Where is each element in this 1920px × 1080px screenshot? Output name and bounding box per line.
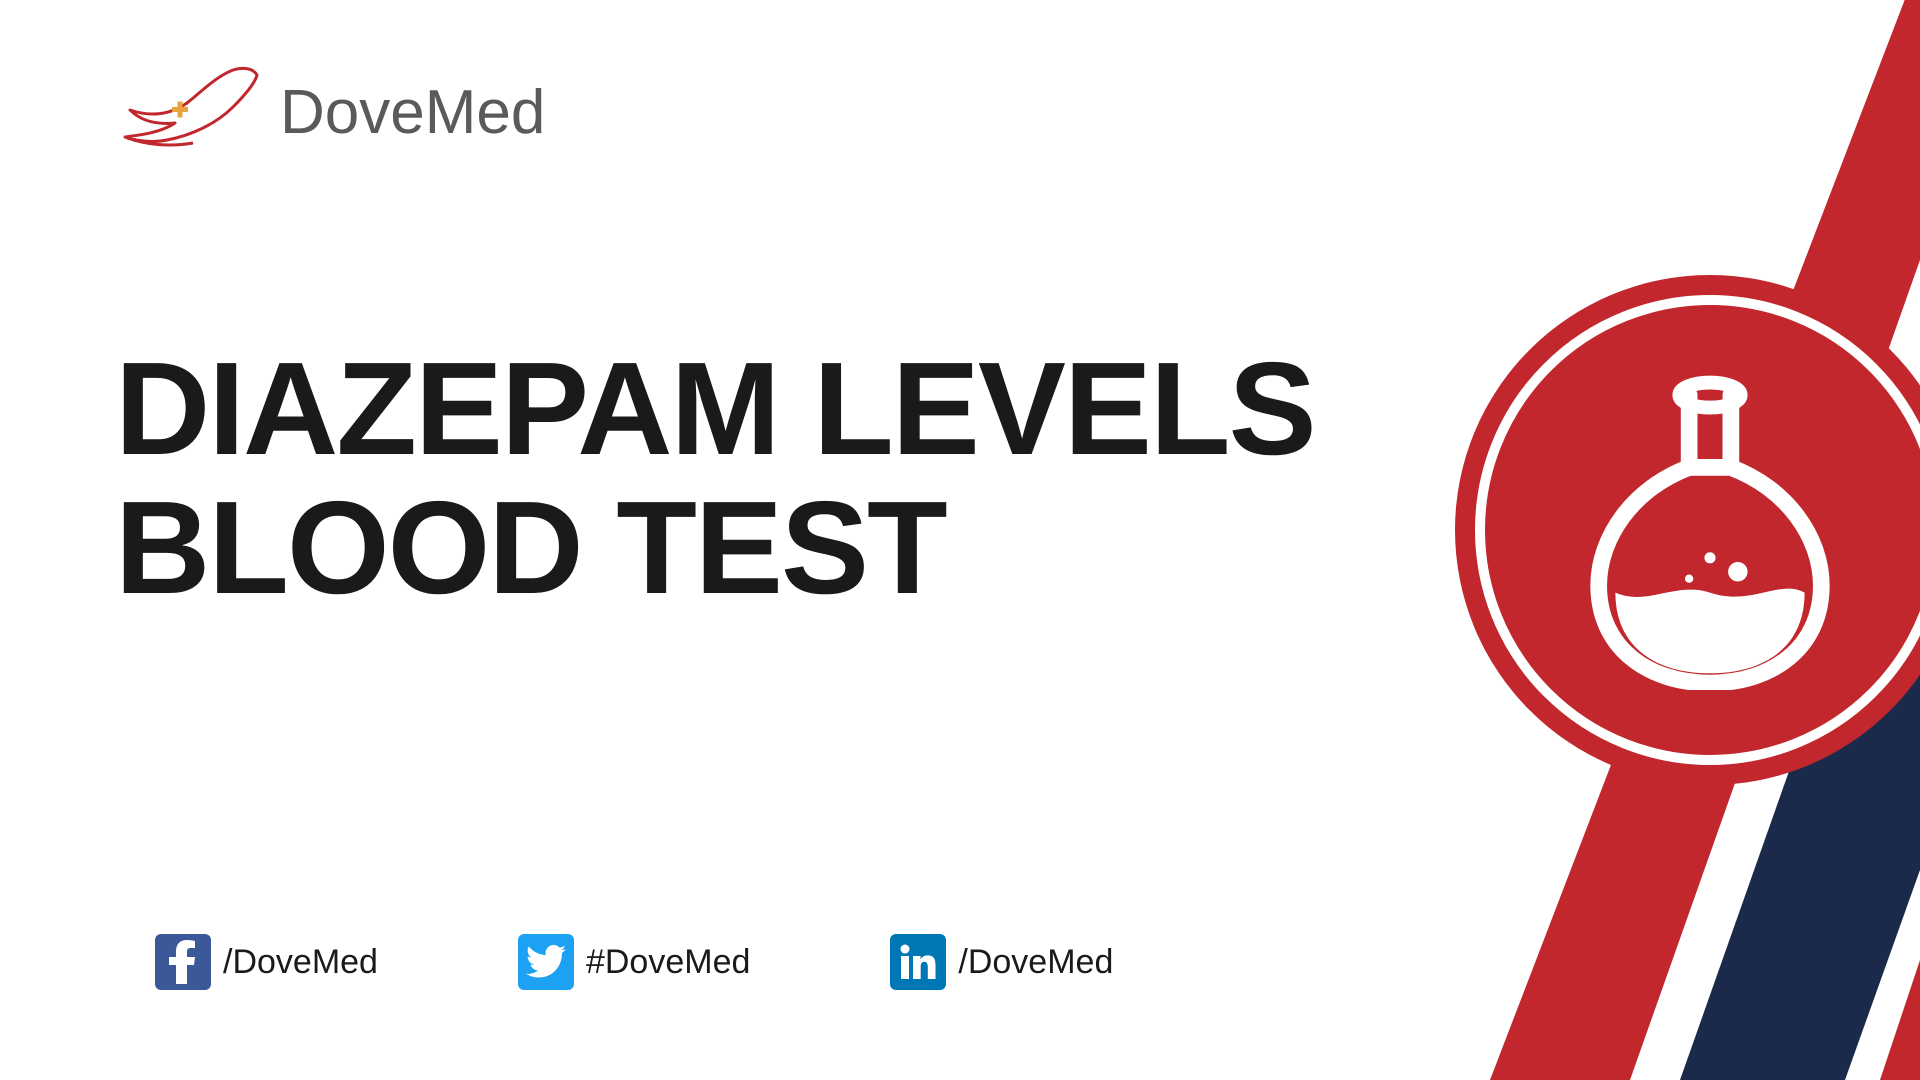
flask-badge-inner bbox=[1475, 295, 1920, 765]
twitter-icon bbox=[518, 934, 574, 990]
title-line-2: BLOOD TEST bbox=[115, 479, 1315, 618]
social-facebook[interactable]: /DoveMed bbox=[155, 934, 378, 990]
facebook-icon bbox=[155, 934, 211, 990]
brand-name: DoveMed bbox=[280, 77, 545, 148]
social-linkedin[interactable]: /DoveMed bbox=[890, 934, 1113, 990]
social-linkedin-label: /DoveMed bbox=[958, 943, 1113, 982]
social-twitter[interactable]: #DoveMed bbox=[518, 934, 750, 990]
linkedin-icon bbox=[890, 934, 946, 990]
flask-icon bbox=[1570, 370, 1850, 690]
page-title: DIAZEPAM LEVELS BLOOD TEST bbox=[115, 340, 1315, 617]
dove-icon bbox=[115, 65, 260, 160]
social-twitter-label: #DoveMed bbox=[586, 943, 750, 982]
social-links: /DoveMed #DoveMed /DoveMed bbox=[155, 934, 1113, 990]
title-line-1: DIAZEPAM LEVELS bbox=[115, 340, 1315, 479]
social-facebook-label: /DoveMed bbox=[223, 943, 378, 982]
page-container: DoveMed DIAZEPAM LEVELS BLOOD TEST /Dove… bbox=[0, 0, 1920, 1080]
brand-logo: DoveMed bbox=[115, 65, 545, 160]
